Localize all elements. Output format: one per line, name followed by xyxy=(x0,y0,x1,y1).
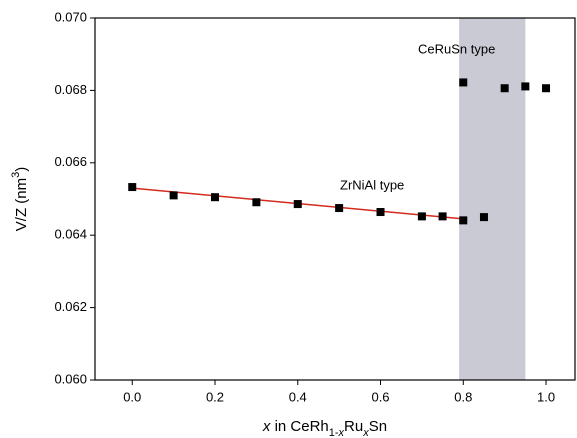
data-point xyxy=(500,84,509,93)
data-point xyxy=(521,82,530,91)
y-tick-label: 0.062 xyxy=(54,299,87,314)
label-part: Sn xyxy=(369,418,387,435)
data-point xyxy=(479,213,488,222)
annotation: ZrNiAl type xyxy=(340,177,404,192)
data-point xyxy=(417,212,426,221)
data-point xyxy=(169,191,178,200)
y-tick-label: 0.070 xyxy=(54,9,87,24)
x-tick-label: 0.2 xyxy=(206,389,224,404)
x-tick-label: 0.4 xyxy=(289,389,307,404)
data-point xyxy=(293,200,302,209)
label-part: x xyxy=(262,418,271,435)
data-point xyxy=(542,84,551,93)
label-part: in CeRh xyxy=(270,418,328,435)
data-point xyxy=(252,198,261,207)
data-point xyxy=(128,183,137,192)
label-part: x xyxy=(362,427,369,438)
label-part: V/Z (nm xyxy=(13,178,30,231)
label-part: ) xyxy=(13,167,30,172)
annotation: CeRuSn type xyxy=(418,41,495,56)
x-tick-label: 1.0 xyxy=(537,389,555,404)
y-tick-label: 0.064 xyxy=(54,227,87,242)
y-tick-label: 0.060 xyxy=(54,371,87,386)
y-tick-label: 0.066 xyxy=(54,154,87,169)
plot-frame xyxy=(94,17,576,381)
label-part: x xyxy=(338,427,345,438)
x-axis-label: x in CeRh1-xRuxSn xyxy=(262,418,387,438)
data-point xyxy=(459,216,468,225)
label-part: 1- xyxy=(329,427,339,438)
data-point xyxy=(376,208,385,217)
x-tick-label: 0.0 xyxy=(123,389,141,404)
shaded-region xyxy=(459,18,526,380)
data-point xyxy=(335,204,344,213)
y-axis-label: V/Z (nm3) xyxy=(10,167,30,231)
label-part: Ru xyxy=(344,418,363,435)
data-point xyxy=(211,193,219,202)
x-tick-label: 0.6 xyxy=(371,389,389,404)
x-tick-label: 0.8 xyxy=(454,389,472,404)
y-tick-label: 0.068 xyxy=(54,82,87,97)
label-part: 3 xyxy=(10,172,22,178)
data-point xyxy=(438,212,447,221)
data-point xyxy=(459,78,468,87)
